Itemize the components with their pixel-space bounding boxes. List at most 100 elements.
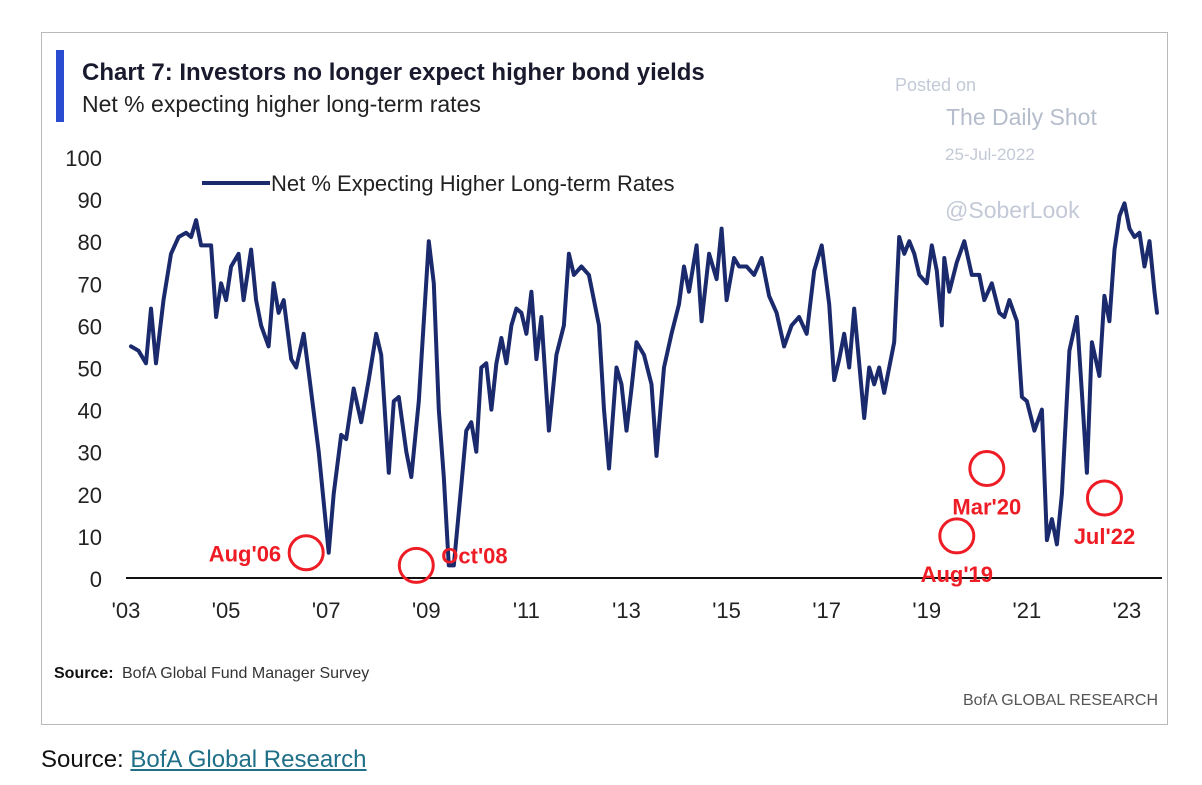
data-point: [687, 290, 691, 294]
data-point: [392, 399, 396, 403]
y-tick-label: 70: [78, 272, 102, 297]
watermark-date: 25-Jul-2022: [945, 145, 1035, 164]
data-point: [872, 382, 876, 386]
x-tick-label: '15: [712, 598, 741, 623]
data-point: [214, 315, 218, 319]
page-source-label: Source:: [41, 746, 124, 773]
data-point: [272, 281, 276, 285]
data-point: [254, 298, 258, 302]
chart-source: Source: BofA Global Fund Manager Survey: [54, 665, 369, 682]
data-point: [752, 273, 756, 277]
data-point: [607, 467, 611, 470]
data-point: [397, 395, 401, 399]
watermark-handle: @SoberLook: [945, 197, 1080, 223]
data-point: [209, 243, 213, 247]
data-point: [857, 361, 861, 365]
data-point: [650, 382, 653, 386]
y-tick-label: 90: [78, 188, 102, 213]
data-point: [404, 450, 408, 454]
data-point: [1138, 231, 1141, 235]
data-point: [1075, 315, 1079, 319]
x-tick-label: '19: [912, 598, 941, 623]
data-point: [437, 408, 441, 412]
data-point: [1143, 265, 1146, 268]
y-axis-ticks: 0 10 20 30 40 50 60 70 80 90 100: [65, 146, 102, 592]
series-layer: [129, 201, 1159, 568]
data-point: [907, 239, 911, 243]
annotation-layer: Aug'06 Oct'08 Aug'19 Mar'20 Jul'22: [209, 450, 1135, 587]
data-point: [887, 366, 891, 369]
data-point: [1007, 298, 1011, 302]
chart-frame: Chart 7: Investors no longer expect high…: [41, 32, 1168, 725]
data-point: [642, 353, 646, 357]
data-point: [902, 252, 906, 256]
data-point: [572, 273, 576, 277]
data-point: [737, 265, 741, 268]
data-point: [189, 235, 193, 239]
data-point: [1050, 517, 1054, 521]
data-point: [725, 298, 729, 302]
x-tick-label: '03: [112, 598, 141, 623]
data-point: [169, 252, 173, 256]
source-link[interactable]: BofA Global Research: [130, 746, 367, 773]
data-point: [997, 311, 1001, 315]
annotation-circle: [938, 517, 976, 555]
data-point: [452, 563, 456, 567]
x-tick-label: '17: [812, 598, 841, 623]
x-tick-label: '23: [1113, 598, 1142, 623]
data-point: [427, 239, 431, 243]
data-point: [587, 273, 591, 277]
data-point: [579, 265, 583, 268]
data-point: [484, 361, 488, 365]
data-point: [655, 454, 658, 458]
data-point: [469, 420, 473, 424]
data-point: [184, 231, 188, 235]
data-point: [732, 256, 736, 260]
data-point: [977, 273, 981, 277]
annotation-circle: [968, 450, 1006, 488]
data-point: [479, 366, 483, 369]
data-point: [877, 366, 881, 369]
data-point: [137, 349, 140, 353]
data-point: [322, 500, 326, 504]
x-tick-label: '07: [312, 598, 341, 623]
data-point: [935, 269, 939, 273]
data-point: [767, 294, 771, 298]
data-point: [1153, 290, 1156, 294]
data-point: [1085, 471, 1089, 475]
data-point: [514, 307, 518, 311]
x-axis-ticks: '03 '05 '07 '09 '11 '13 '15 '17 '19 '21 '23: [112, 598, 1142, 623]
annotation-circle: [397, 546, 435, 584]
data-point: [852, 307, 856, 311]
data-point: [327, 551, 331, 555]
data-point: [867, 366, 871, 369]
data-point: [524, 332, 528, 336]
data-point: [277, 311, 281, 315]
data-point: [602, 408, 606, 412]
data-point: [562, 323, 566, 327]
title-accent-bar: [56, 50, 64, 122]
data-point: [332, 492, 336, 496]
data-point: [504, 361, 508, 365]
data-point: [620, 382, 623, 386]
data-point: [892, 340, 896, 344]
x-tick-label: '11: [513, 598, 540, 623]
data-point: [990, 281, 994, 285]
x-tick-label: '13: [612, 598, 641, 623]
data-point: [775, 311, 779, 315]
data-point: [177, 235, 181, 239]
data-point: [597, 323, 601, 327]
data-point: [149, 307, 153, 311]
data-point: [1055, 542, 1059, 546]
data-point: [229, 265, 233, 268]
x-tick-label: '21: [1013, 598, 1042, 623]
data-point: [1097, 374, 1101, 378]
y-tick-label: 60: [78, 314, 102, 339]
data-point: [154, 361, 158, 365]
y-tick-label: 50: [78, 357, 102, 382]
data-point: [442, 475, 446, 479]
watermark-posted-on: Posted on: [895, 75, 976, 95]
data-point: [630, 387, 633, 390]
y-tick-label: 30: [78, 441, 102, 466]
data-point: [567, 252, 571, 256]
